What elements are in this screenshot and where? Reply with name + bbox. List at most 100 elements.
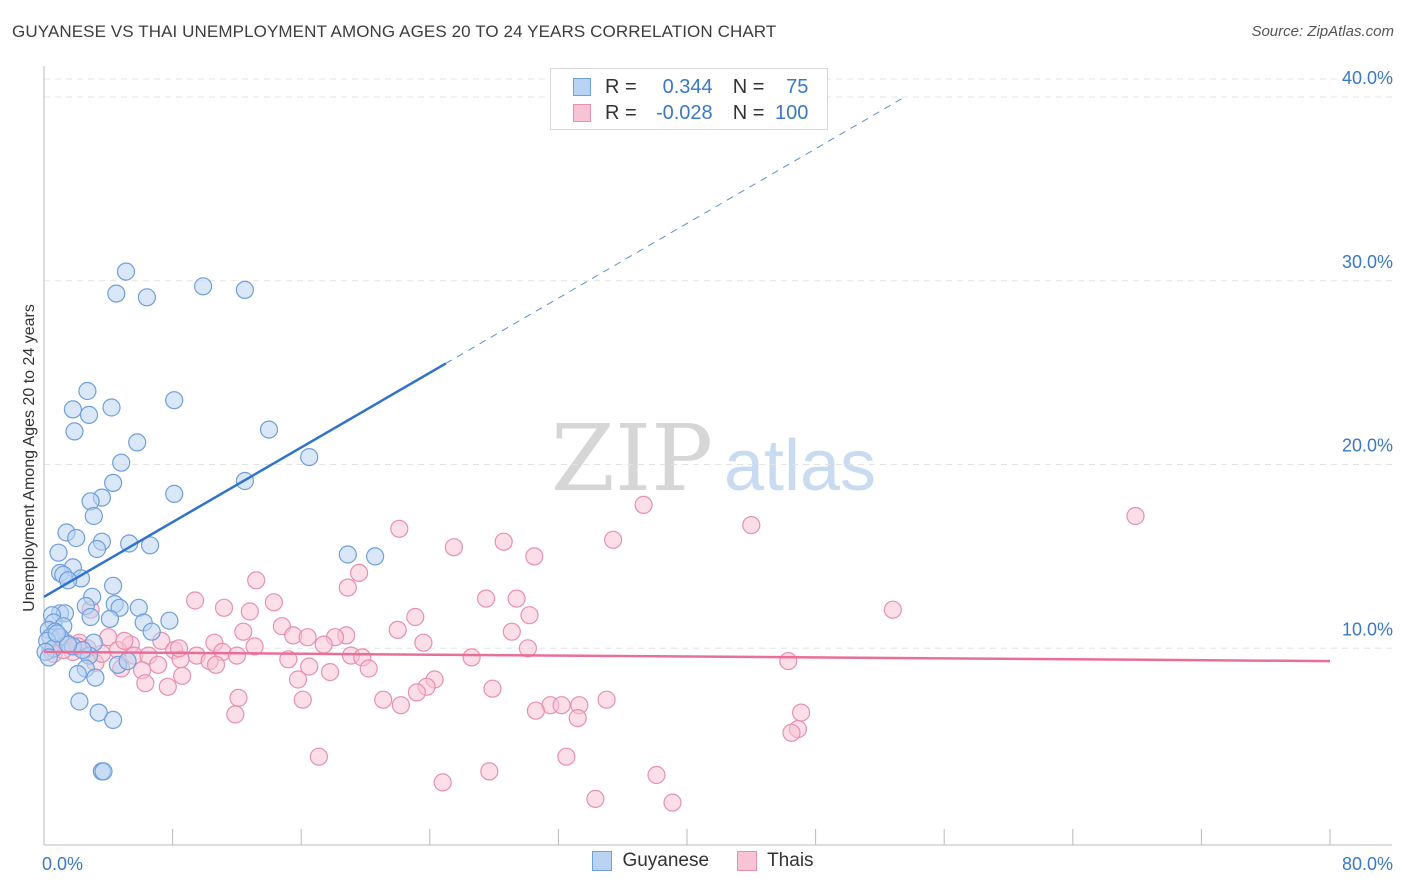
series-swatch-guyanese — [592, 851, 613, 871]
thais-point — [247, 571, 266, 590]
guyanese-point — [137, 288, 156, 307]
thais-point — [603, 530, 623, 549]
guyanese-point — [103, 576, 123, 595]
guyanese-point — [259, 420, 279, 439]
thais-point — [782, 723, 801, 742]
thais-point — [186, 591, 205, 610]
guyanese-point — [194, 277, 213, 296]
thais-point — [338, 578, 357, 597]
thais-point — [444, 538, 463, 557]
thais-point — [597, 690, 616, 709]
series-swatch-thais — [737, 851, 758, 871]
legend-n-label: N = — [732, 101, 765, 124]
thais-point — [374, 690, 393, 709]
thais-point — [245, 637, 264, 656]
thais-point — [309, 747, 328, 766]
y-tick-labels: 10.0% 20.0% 30.0% 40.0% — [1342, 68, 1393, 639]
thais-point — [264, 593, 283, 612]
thais-point — [634, 495, 653, 514]
guyanese-point — [107, 284, 126, 303]
guyanese-point — [70, 692, 89, 711]
legend-swatch-thais — [573, 104, 591, 122]
thais-point — [298, 628, 317, 647]
thais-point — [414, 633, 433, 652]
guyanese-point — [235, 280, 254, 299]
series-legend-guyanese[interactable]: Guyanese — [592, 850, 709, 872]
thais-point — [520, 606, 539, 625]
thais-point — [321, 662, 340, 682]
thais-point — [557, 747, 576, 766]
thais-point — [480, 762, 499, 781]
thais-point — [136, 674, 155, 693]
thais-point — [552, 696, 571, 715]
series-legend-thais[interactable]: Thais — [737, 850, 814, 872]
thais-point — [234, 622, 253, 641]
thais-point — [742, 515, 761, 535]
guyanese-point — [338, 545, 357, 564]
thais-trend-line — [43, 650, 1331, 663]
legend-n-value: 100 — [775, 101, 809, 124]
guyanese-point — [81, 492, 100, 511]
thais-point — [227, 646, 246, 665]
guyanese-trend-extension — [445, 96, 905, 364]
guyanese-point — [86, 668, 105, 687]
guyanese-point — [128, 433, 147, 452]
thais-point — [390, 519, 409, 538]
thais-point — [483, 679, 502, 698]
guyanese-point — [94, 762, 113, 781]
trend-lines — [43, 96, 1331, 663]
y-tick-label: 40.0% — [1342, 68, 1393, 88]
thais-point — [279, 650, 298, 669]
thais-point — [507, 589, 526, 608]
series-label-guyanese: Guyanese — [622, 850, 710, 871]
legend-n-value: 75 — [786, 75, 809, 98]
thais-point — [226, 705, 245, 724]
thais-point — [477, 589, 496, 608]
watermark-zip: ZIP — [551, 405, 713, 512]
thais-point — [359, 659, 378, 678]
y-tick-label: 30.0% — [1342, 252, 1393, 272]
thais-point — [791, 703, 811, 722]
thais-point — [173, 666, 192, 685]
thais-point — [300, 657, 319, 676]
guyanese-point — [160, 611, 179, 630]
guyanese-point — [118, 651, 137, 671]
guyanese-point — [102, 398, 121, 417]
source-label: Source: ZipAtlas.com — [1251, 23, 1394, 40]
axes — [43, 66, 1392, 846]
thais-point — [462, 648, 481, 667]
guyanese-point — [47, 624, 67, 643]
guyanese-point — [78, 381, 97, 401]
thais-point — [149, 655, 168, 674]
thais-point — [502, 622, 521, 641]
guyanese-point — [100, 609, 120, 629]
guyanese-point — [103, 473, 123, 492]
thais-point — [391, 696, 410, 715]
chart-title: GUYANESE VS THAI UNEMPLOYMENT AMONG AGES… — [12, 22, 777, 41]
y-tick-label: 20.0% — [1342, 436, 1393, 456]
guyanese-point — [87, 539, 107, 559]
y-tick-label: 10.0% — [1342, 619, 1393, 639]
guyanese-point — [112, 453, 131, 472]
guyanese-point — [142, 622, 161, 641]
guyanese-point — [165, 484, 184, 503]
watermark-atlas: atlas — [724, 426, 876, 506]
guyanese-point — [165, 391, 184, 410]
guyanese-point — [116, 262, 136, 281]
guyanese-point — [79, 405, 99, 424]
legend-row-guyanese: R = 0.344 N = 75 — [573, 74, 808, 100]
guyanese-point — [63, 400, 83, 419]
thais-point — [314, 635, 333, 654]
thais-point — [779, 651, 798, 671]
guyanese-point — [84, 506, 103, 526]
legend-r-label: R = — [605, 75, 637, 98]
thais-point — [158, 677, 177, 696]
guyanese-trend-line — [43, 362, 447, 598]
series-label-thais: Thais — [767, 850, 814, 871]
correlation-legend: R = 0.344 N = 75 R = -0.028 N = 100 — [550, 68, 828, 130]
x-tick-label-min: 0.0% — [42, 854, 83, 874]
thais-point — [518, 639, 538, 658]
legend-r-label: R = — [605, 101, 637, 124]
thais-point — [169, 639, 189, 658]
